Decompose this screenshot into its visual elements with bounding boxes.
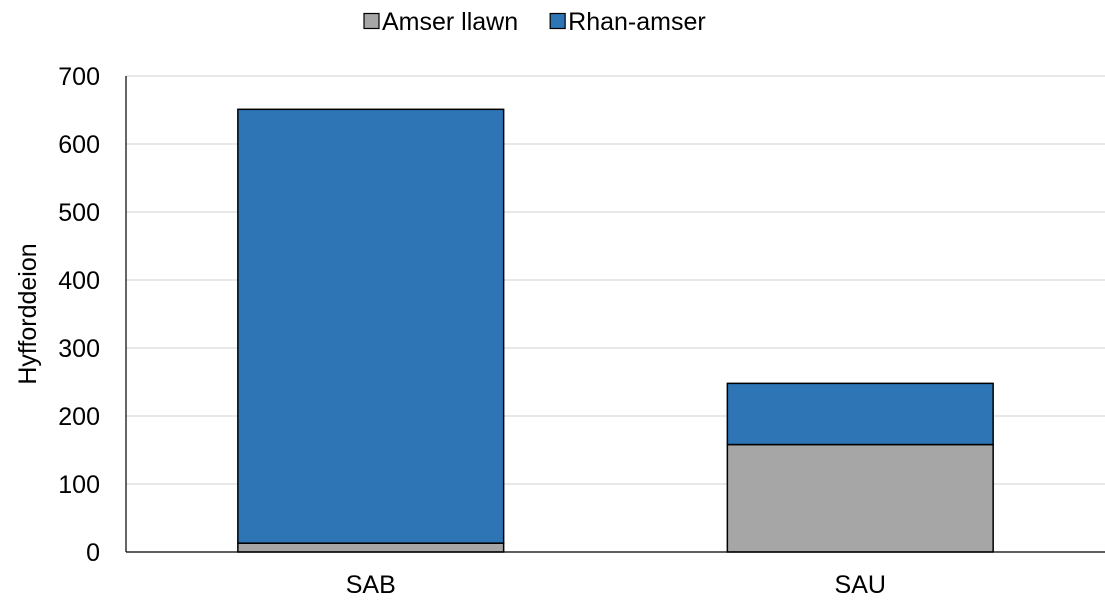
bar-full-time-sab (237, 542, 505, 553)
legend: Amser llawn Rhan-amser (363, 8, 706, 36)
bar-part-time-sau (726, 382, 994, 446)
x-tick-labels: SAB SAU (346, 571, 886, 599)
legend-swatch-part-time (549, 12, 566, 30)
legend-label-part-time: Rhan-amser (568, 8, 706, 36)
bar-full-time-sau (726, 443, 994, 553)
y-tick-label: 700 (58, 63, 100, 91)
y-tick-label: 600 (58, 131, 100, 159)
y-tick-label: 100 (58, 471, 100, 499)
bars (237, 108, 994, 553)
y-tick-label: 200 (58, 403, 100, 431)
legend-label-full-time: Amser llawn (382, 8, 518, 36)
axes (125, 76, 1105, 553)
x-tick-label: SAU (835, 571, 886, 599)
y-tick-label: 500 (58, 199, 100, 227)
y-tick-label: 300 (58, 335, 100, 363)
y-axis-title: Hyfforddeion (14, 243, 42, 384)
y-tick-label: 400 (58, 267, 100, 295)
x-tick-label: SAB (346, 571, 396, 599)
legend-swatch-full-time (363, 12, 380, 30)
y-tick-label: 0 (86, 539, 100, 567)
y-tick-labels: 0 100 200 300 400 500 600 700 (58, 63, 100, 567)
bar-part-time-sab (237, 108, 505, 544)
